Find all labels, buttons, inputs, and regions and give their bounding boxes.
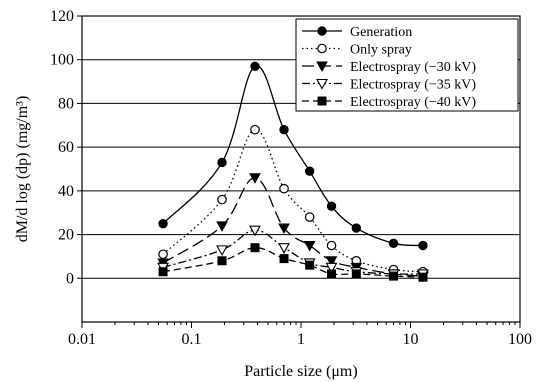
series-5 bbox=[158, 243, 428, 282]
data-point bbox=[325, 262, 338, 274]
data-point bbox=[304, 212, 315, 222]
data-point bbox=[216, 221, 228, 232]
y-tick-label: 0 bbox=[66, 270, 74, 287]
series-line bbox=[162, 229, 423, 275]
data-point bbox=[250, 61, 260, 71]
legend-entry: Electrospray (−30 kV) bbox=[302, 60, 476, 75]
y-axis-title: dM/d log (dp) (mg/m³) bbox=[14, 96, 31, 243]
series-line bbox=[162, 247, 424, 278]
x-axis-title: Particle size (μm) bbox=[244, 363, 357, 380]
data-point bbox=[158, 249, 168, 260]
legend-label: Electrospray (−40 kV) bbox=[350, 95, 476, 110]
data-point bbox=[250, 124, 260, 135]
data-point bbox=[388, 238, 399, 249]
data-point bbox=[217, 256, 227, 266]
y-tick-label: 20 bbox=[58, 227, 74, 244]
data-point bbox=[304, 166, 315, 176]
legend-label: Only spray bbox=[350, 43, 412, 58]
data-point bbox=[249, 173, 261, 184]
data-point bbox=[316, 78, 328, 90]
data-point bbox=[317, 96, 327, 106]
data-point bbox=[418, 272, 428, 282]
data-point bbox=[327, 269, 337, 279]
legend-entry: Electrospray (−35 kV) bbox=[302, 78, 476, 93]
x-tick-label: 100 bbox=[508, 331, 532, 348]
series-1 bbox=[158, 61, 428, 251]
data-point bbox=[325, 256, 338, 267]
series-line bbox=[162, 129, 424, 273]
x-axis: 0.01 0.1 1 10 100 bbox=[68, 322, 532, 348]
series-line bbox=[162, 65, 424, 247]
y-tick-label: 120 bbox=[50, 8, 74, 25]
x-tick-label: 10 bbox=[403, 331, 419, 348]
y-tick-label: 40 bbox=[58, 183, 74, 200]
data-point bbox=[279, 124, 289, 135]
data-point bbox=[326, 240, 337, 251]
x-tick-label: 0.01 bbox=[68, 331, 96, 348]
data-point bbox=[351, 269, 361, 279]
series-line bbox=[162, 177, 424, 277]
data-point bbox=[351, 223, 362, 233]
data-point bbox=[278, 243, 290, 254]
legend-entry: Generation bbox=[302, 25, 412, 40]
series-layer bbox=[157, 61, 429, 283]
data-point bbox=[279, 183, 289, 194]
y-tick-label: 80 bbox=[58, 95, 74, 112]
data-point bbox=[279, 254, 289, 264]
data-point bbox=[326, 201, 337, 211]
data-point bbox=[249, 225, 261, 237]
legend-entry: Only spray bbox=[302, 43, 412, 58]
data-point bbox=[217, 157, 227, 168]
data-point bbox=[389, 271, 399, 281]
data-point bbox=[278, 223, 290, 235]
y-tick-label: 60 bbox=[58, 139, 74, 156]
data-point bbox=[317, 43, 327, 54]
y-tick-label: 100 bbox=[50, 52, 74, 69]
legend-box bbox=[295, 18, 519, 112]
data-point bbox=[158, 218, 168, 229]
legend-label: Electrospray (−35 kV) bbox=[350, 78, 476, 93]
legend-label: Generation bbox=[350, 25, 412, 40]
data-point bbox=[317, 26, 327, 36]
legend: Generation Only spray Electrospray (−30 kV… bbox=[295, 18, 519, 112]
data-point bbox=[250, 243, 260, 253]
data-point bbox=[158, 267, 168, 277]
data-point bbox=[216, 245, 228, 257]
data-point bbox=[217, 194, 227, 205]
legend-label: Electrospray (−30 kV) bbox=[350, 60, 476, 75]
data-point bbox=[303, 241, 316, 252]
y-axis: 0 20 40 60 80 100 120 bbox=[50, 8, 82, 287]
data-point bbox=[418, 240, 428, 251]
x-tick-label: 0.1 bbox=[182, 331, 202, 348]
data-point bbox=[316, 61, 328, 73]
x-tick-label: 1 bbox=[297, 331, 305, 348]
legend-entry: Electrospray (−40 kV) bbox=[302, 95, 476, 110]
series-3 bbox=[157, 173, 429, 283]
data-point bbox=[305, 260, 315, 270]
